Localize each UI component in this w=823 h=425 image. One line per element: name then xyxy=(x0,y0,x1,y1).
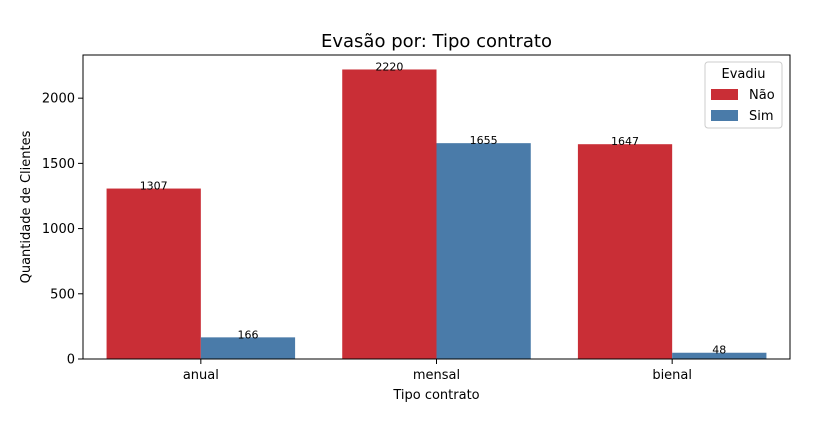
y-tick-label: 1500 xyxy=(42,157,75,172)
data-label-bienal-1: 48 xyxy=(712,344,726,357)
legend: Evadiu Não Sim xyxy=(704,61,783,129)
bar-mensal-1 xyxy=(436,143,531,359)
legend-swatch-0 xyxy=(711,89,738,100)
y-tick-label: 0 xyxy=(67,353,75,368)
bar-bienal-0 xyxy=(577,144,673,359)
legend-title: Evadiu xyxy=(722,67,766,82)
x-tick-label-mensal: mensal xyxy=(413,368,460,383)
data-label-mensal-0: 2220 xyxy=(375,60,403,73)
y-tick-label: 2000 xyxy=(42,92,75,107)
y-tick-label: 500 xyxy=(50,287,75,302)
x-tick-label-anual: anual xyxy=(183,368,219,383)
bar-mensal-0 xyxy=(342,69,437,359)
chart-title: Evasão por: Tipo contrato xyxy=(321,31,552,52)
legend-label-1: Sim xyxy=(749,109,774,124)
data-labels-group: 1307 2220 1647 166 1655 48 xyxy=(140,60,727,356)
bars-group xyxy=(106,69,767,359)
data-label-mensal-1: 1655 xyxy=(470,134,498,147)
legend-swatch-1 xyxy=(711,110,738,121)
bar-bienal-1 xyxy=(672,352,767,359)
data-label-anual-0: 1307 xyxy=(140,180,168,193)
x-axis: anual mensal bienal xyxy=(183,359,692,383)
y-tick-label: 1000 xyxy=(42,222,75,237)
bar-anual-1 xyxy=(200,337,296,359)
legend-items: Não Sim xyxy=(711,88,775,124)
data-label-bienal-0: 1647 xyxy=(611,135,639,148)
x-tick-label-bienal: bienal xyxy=(652,368,692,383)
bar-anual-0 xyxy=(106,188,201,359)
legend-label-0: Não xyxy=(749,88,775,103)
data-label-anual-1: 166 xyxy=(237,328,258,341)
y-axis-label: Quantidade de Clientes xyxy=(19,130,34,283)
y-axis: 0 500 1000 1500 2000 xyxy=(42,92,83,368)
x-axis-label: Tipo contrato xyxy=(392,388,479,403)
